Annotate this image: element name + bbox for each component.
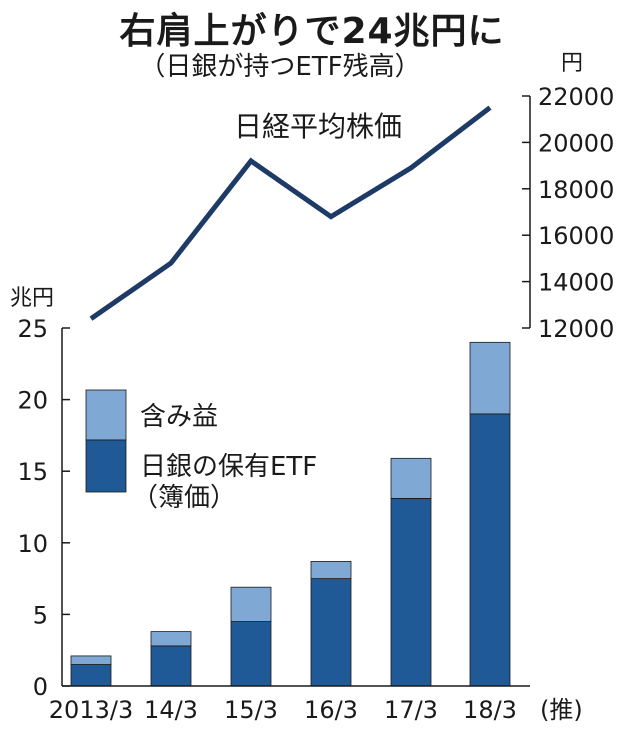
bar-book-value-4 [390, 498, 432, 687]
right-tick-label-4: 20000 [538, 129, 614, 157]
bar-book-value-5 [469, 413, 511, 687]
nikkei-line-label: 日経平均株価 [234, 110, 402, 143]
legend-label-book-value-note: （簿価） [132, 483, 236, 513]
left-tick-label-1: 5 [33, 601, 48, 629]
x-tick-note: (推) [540, 696, 583, 724]
chart-title: 右肩上がりで24兆円に [119, 11, 505, 52]
bar-book-value-0 [70, 664, 112, 687]
left-tick-label-2: 10 [17, 530, 48, 558]
left-tick-label-4: 20 [17, 387, 48, 415]
left-axis-unit: 兆円 [10, 286, 54, 311]
right-tick-label-2: 16000 [538, 222, 614, 250]
left-tick-label-5: 25 [17, 315, 48, 343]
x-tick-label-3: 16/3 [304, 696, 358, 724]
bar-book-value-1 [150, 645, 192, 687]
x-tick-label-2: 15/3 [224, 696, 278, 724]
right-tick-label-3: 18000 [538, 176, 614, 204]
bar-book-value-2 [230, 621, 272, 687]
right-tick-label-1: 14000 [538, 269, 614, 297]
chart-subtitle: （日銀が持つETF残高） [139, 52, 421, 82]
bar-unrealized-gain-3 [310, 561, 352, 580]
right-axis-unit: 円 [561, 51, 583, 76]
legend-swatch-unrealized-gain [85, 389, 127, 441]
legend-label-unrealized-gain: 含み益 [140, 402, 218, 432]
right-tick-label-5: 22000 [538, 83, 614, 111]
x-tick-label-1: 14/3 [144, 696, 198, 724]
legend-label-book-value: 日銀の保有ETF [140, 452, 317, 482]
bar-unrealized-gain-4 [390, 457, 432, 499]
x-tick-label-4: 17/3 [384, 696, 438, 724]
nikkei-line [89, 105, 492, 321]
bar-book-value-3 [310, 578, 352, 687]
left-tick-label-3: 15 [17, 458, 48, 486]
x-tick-label-5: 18/3 [463, 696, 517, 724]
bar-unrealized-gain-2 [230, 586, 272, 622]
left-tick-label-0: 0 [33, 673, 48, 701]
bar-unrealized-gain-5 [469, 341, 511, 415]
bar-unrealized-gain-1 [150, 631, 192, 647]
right-tick-label-0: 12000 [538, 315, 614, 343]
legend-swatch-book-value [85, 439, 127, 493]
x-tick-label-0: 2013/3 [49, 696, 133, 724]
bar-unrealized-gain-0 [70, 655, 112, 665]
